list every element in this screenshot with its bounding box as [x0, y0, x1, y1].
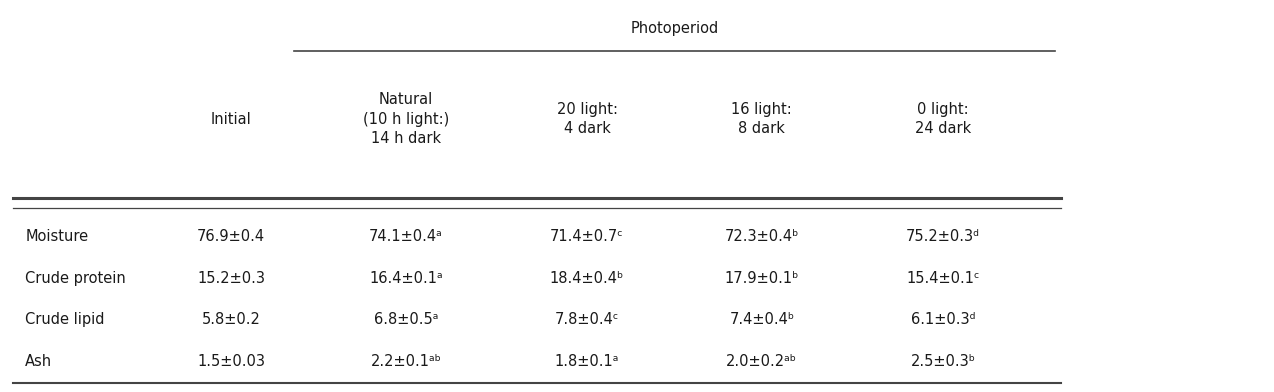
Text: 15.2±0.3: 15.2±0.3: [197, 271, 265, 286]
Text: Crude protein: Crude protein: [25, 271, 126, 286]
Text: 16 light:
8 dark: 16 light: 8 dark: [731, 102, 792, 136]
Text: Ash: Ash: [25, 354, 52, 369]
Text: 15.4±0.1ᶜ: 15.4±0.1ᶜ: [906, 271, 980, 286]
Text: 6.1±0.3ᵈ: 6.1±0.3ᵈ: [911, 312, 975, 327]
Text: Natural
(10 h light:)
14 h dark: Natural (10 h light:) 14 h dark: [363, 93, 450, 146]
Text: 1.8±0.1ᵃ: 1.8±0.1ᵃ: [555, 354, 619, 369]
Text: 1.5±0.03: 1.5±0.03: [197, 354, 265, 369]
Text: 20 light:
4 dark: 20 light: 4 dark: [557, 102, 618, 136]
Text: Moisture: Moisture: [25, 229, 88, 244]
Text: 74.1±0.4ᵃ: 74.1±0.4ᵃ: [369, 229, 443, 244]
Text: 7.4±0.4ᵇ: 7.4±0.4ᵇ: [729, 312, 795, 327]
Text: 2.0±0.2ᵃᵇ: 2.0±0.2ᵃᵇ: [726, 354, 798, 369]
Text: 0 light:
24 dark: 0 light: 24 dark: [915, 102, 971, 136]
Text: 71.4±0.7ᶜ: 71.4±0.7ᶜ: [550, 229, 624, 244]
Text: 18.4±0.4ᵇ: 18.4±0.4ᵇ: [550, 271, 624, 286]
Text: 2.2±0.1ᵃᵇ: 2.2±0.1ᵃᵇ: [371, 354, 442, 369]
Text: Initial: Initial: [211, 112, 251, 127]
Text: 75.2±0.3ᵈ: 75.2±0.3ᵈ: [906, 229, 980, 244]
Text: 16.4±0.1ᵃ: 16.4±0.1ᵃ: [369, 271, 443, 286]
Text: 17.9±0.1ᵇ: 17.9±0.1ᵇ: [725, 271, 799, 286]
Text: 72.3±0.4ᵇ: 72.3±0.4ᵇ: [725, 229, 799, 244]
Text: 2.5±0.3ᵇ: 2.5±0.3ᵇ: [911, 354, 976, 369]
Text: 7.8±0.4ᶜ: 7.8±0.4ᶜ: [555, 312, 619, 327]
Text: 5.8±0.2: 5.8±0.2: [201, 312, 261, 327]
Text: 6.8±0.5ᵃ: 6.8±0.5ᵃ: [373, 312, 438, 327]
Text: Crude lipid: Crude lipid: [25, 312, 104, 327]
Text: 76.9±0.4: 76.9±0.4: [197, 229, 265, 244]
Text: Photoperiod: Photoperiod: [631, 21, 719, 36]
